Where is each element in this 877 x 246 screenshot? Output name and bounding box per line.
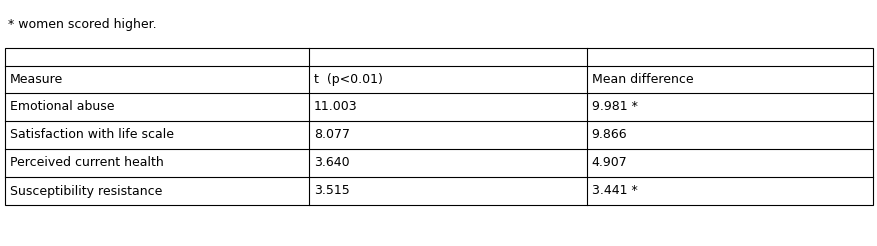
Text: 11.003: 11.003	[313, 101, 357, 113]
Text: 9.981 *: 9.981 *	[591, 101, 637, 113]
Text: t  (p<0.01): t (p<0.01)	[313, 73, 382, 86]
Text: 8.077: 8.077	[313, 128, 349, 141]
Bar	[5, 48, 872, 205]
Text: 3.515: 3.515	[313, 184, 349, 198]
Text: Mean difference: Mean difference	[591, 73, 693, 86]
Text: Emotional abuse: Emotional abuse	[10, 101, 114, 113]
Text: Susceptibility resistance: Susceptibility resistance	[10, 184, 162, 198]
Text: Measure: Measure	[10, 73, 63, 86]
Text: 4.907: 4.907	[591, 156, 626, 169]
Text: 3.441 *: 3.441 *	[591, 184, 637, 198]
Text: 3.640: 3.640	[313, 156, 349, 169]
Text: Satisfaction with life scale: Satisfaction with life scale	[10, 128, 174, 141]
Text: * women scored higher.: * women scored higher.	[8, 18, 156, 31]
Text: 9.866: 9.866	[591, 128, 626, 141]
Text: Perceived current health: Perceived current health	[10, 156, 164, 169]
